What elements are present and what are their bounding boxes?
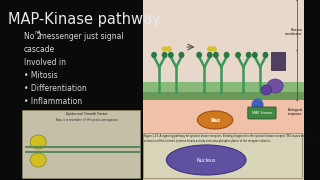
Text: Plasma
membrane: Plasma membrane <box>285 28 303 36</box>
Circle shape <box>167 47 171 51</box>
Bar <box>143 92 303 100</box>
Bar <box>271 52 285 70</box>
Text: messenger just signal: messenger just signal <box>37 32 124 41</box>
Text: cascade: cascade <box>24 45 55 54</box>
Circle shape <box>152 53 156 57</box>
Circle shape <box>163 53 167 57</box>
Bar <box>143 100 303 133</box>
Ellipse shape <box>166 145 246 175</box>
Circle shape <box>197 53 201 57</box>
Circle shape <box>163 47 167 51</box>
Ellipse shape <box>261 85 272 95</box>
Text: MAP-Kinase pathway: MAP-Kinase pathway <box>8 12 161 27</box>
Circle shape <box>224 53 229 57</box>
Ellipse shape <box>197 111 233 129</box>
Text: MAP kinase: MAP kinase <box>252 111 272 115</box>
FancyBboxPatch shape <box>248 107 276 119</box>
Text: • Inflammation: • Inflammation <box>24 97 82 106</box>
Text: Figure 1.19. A signaling pathway for tyrosine kinase receptors. Binding of agoni: Figure 1.19. A signaling pathway for tyr… <box>144 134 318 143</box>
Text: Biological
response: Biological response <box>287 108 303 116</box>
Circle shape <box>236 53 240 57</box>
Text: Nucleus: Nucleus <box>196 158 216 163</box>
Text: Ras: Ras <box>210 118 220 123</box>
Ellipse shape <box>30 135 46 149</box>
Bar <box>143 82 303 92</box>
Circle shape <box>208 53 212 57</box>
Text: • Mitosis: • Mitosis <box>24 71 58 80</box>
Text: • Differentiation: • Differentiation <box>24 84 87 93</box>
Text: Ras is a member of the proto-oncogenes: Ras is a member of the proto-oncogenes <box>56 118 118 122</box>
Bar <box>142 133 302 178</box>
Circle shape <box>252 99 263 111</box>
Ellipse shape <box>267 79 283 93</box>
Bar <box>143 0 303 85</box>
Circle shape <box>169 53 173 57</box>
Circle shape <box>263 53 268 57</box>
Bar <box>143 133 303 180</box>
Text: Epidermal Growth Factor: Epidermal Growth Factor <box>66 112 108 116</box>
Circle shape <box>253 53 257 57</box>
Circle shape <box>246 53 251 57</box>
Circle shape <box>208 47 212 51</box>
Bar <box>22 110 140 178</box>
Circle shape <box>179 53 184 57</box>
Ellipse shape <box>30 153 46 167</box>
Circle shape <box>214 53 218 57</box>
Text: No 2: No 2 <box>24 32 42 41</box>
Circle shape <box>212 47 216 51</box>
Text: Involved in: Involved in <box>24 58 66 67</box>
Text: nd: nd <box>34 30 41 35</box>
